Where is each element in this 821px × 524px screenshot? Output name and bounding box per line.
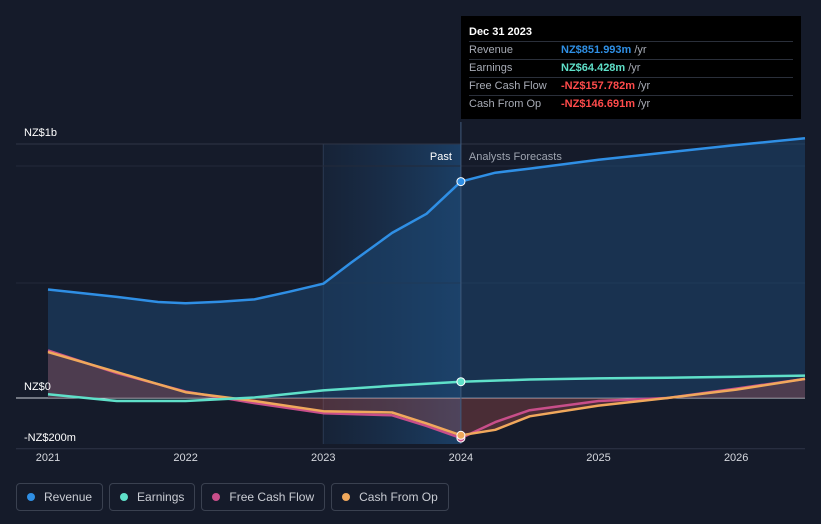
y-tick-label: -NZ$200m [24, 432, 76, 444]
revenue-marker [456, 177, 466, 187]
cash-from-op-area [48, 352, 805, 436]
legend-item-free-cash-flow[interactable]: Free Cash Flow [201, 483, 326, 511]
legend-dot-icon [212, 493, 221, 501]
tooltip-row-cash-from-op: Cash From Op -NZ$146.691m /yr [469, 95, 793, 113]
x-tick-label: 2023 [311, 452, 335, 464]
forecast-label: Analysts Forecasts [469, 151, 562, 163]
x-tick-label: 2024 [449, 452, 473, 464]
tooltip-value: NZ$851.993m [561, 44, 632, 56]
legend-label: Earnings [137, 490, 185, 504]
past-label: Past [430, 151, 452, 163]
tooltip-row-free-cash-flow: Free Cash Flow -NZ$157.782m /yr [469, 77, 793, 95]
earnings-marker [456, 377, 466, 387]
legend-label: Free Cash Flow [229, 490, 315, 504]
tooltip-unit: /yr [634, 44, 647, 56]
legend-dot-icon [27, 493, 35, 501]
legend-label: Revenue [44, 490, 93, 504]
tooltip-date: Dec 31 2023 [469, 26, 532, 38]
tooltip-label: Revenue [469, 44, 514, 56]
legend-dot-icon [120, 493, 129, 501]
tooltip-label: Cash From Op [469, 98, 542, 110]
y-tick-label: NZ$1b [24, 127, 57, 139]
x-tick-label: 2026 [724, 452, 748, 464]
tooltip: Dec 31 2023 Revenue NZ$851.993m /yr Earn… [461, 16, 801, 119]
legend: Revenue Earnings Free Cash Flow Cash Fro… [16, 483, 455, 511]
revenue-area [48, 138, 805, 398]
tooltip-unit: /yr [638, 80, 651, 92]
tooltip-label: Free Cash Flow [469, 80, 547, 92]
tooltip-value: NZ$64.428m [561, 62, 626, 74]
cash-from-op-line [47, 350, 806, 437]
revenue-line [47, 136, 806, 305]
tooltip-unit: /yr [628, 62, 641, 74]
legend-label: Cash From Op [359, 490, 438, 504]
cash-from-op-marker [456, 430, 466, 440]
x-tick-label: 2025 [586, 452, 610, 464]
x-tick-label: 2022 [173, 452, 197, 464]
earnings-line [47, 374, 806, 403]
legend-dot-icon [342, 493, 351, 501]
legend-item-earnings[interactable]: Earnings [109, 483, 196, 511]
tooltip-row-earnings: Earnings NZ$64.428m /yr [469, 59, 793, 77]
tooltip-unit: /yr [638, 98, 651, 110]
x-tick-label: 2021 [36, 452, 60, 464]
legend-item-revenue[interactable]: Revenue [16, 483, 104, 511]
tooltip-label: Earnings [469, 62, 513, 74]
tooltip-value: -NZ$157.782m [561, 80, 635, 92]
legend-item-cash-from-op[interactable]: Cash From Op [331, 483, 449, 511]
tooltip-row-revenue: Revenue NZ$851.993m /yr [469, 41, 793, 59]
tooltip-value: -NZ$146.691m [561, 98, 635, 110]
y-tick-label: NZ$0 [24, 381, 51, 393]
